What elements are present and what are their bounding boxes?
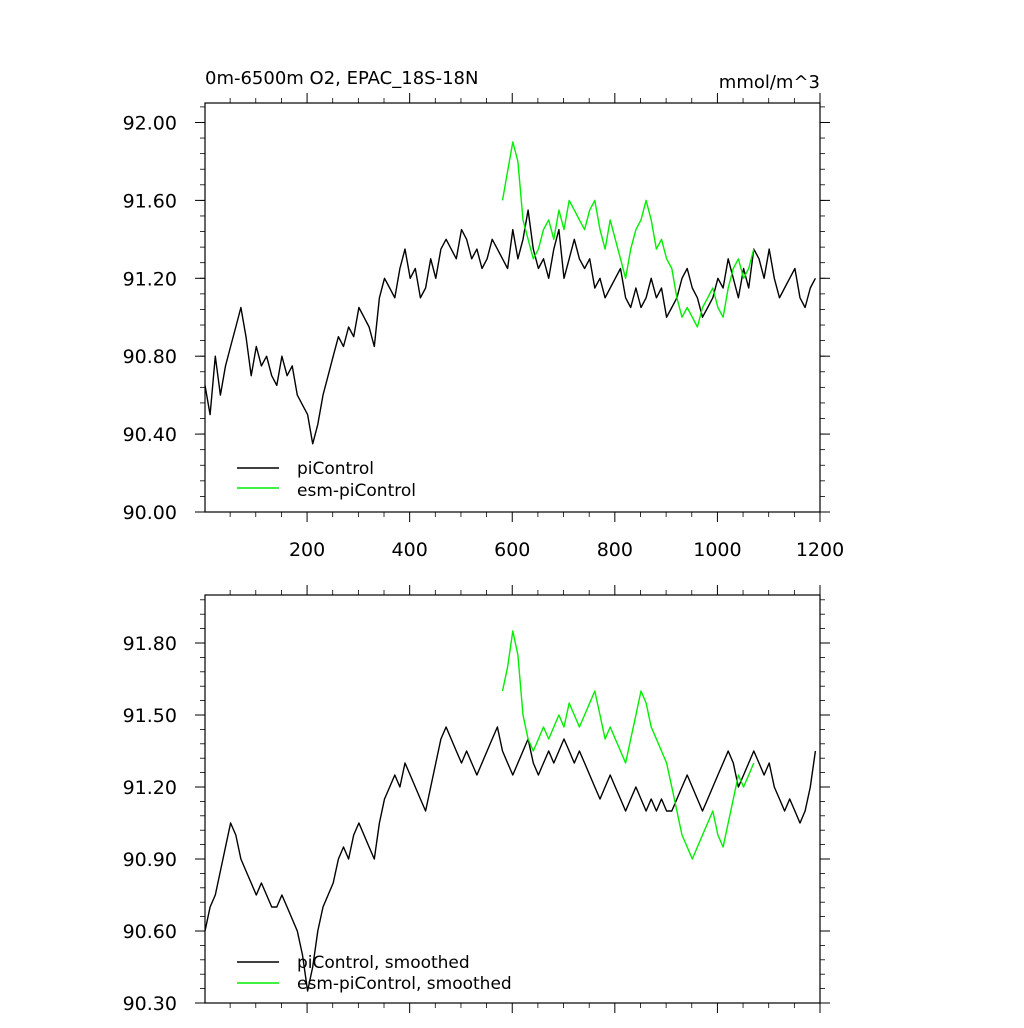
top-plot-frame [204,102,821,513]
y-tick-label: 91.50 [123,705,177,727]
y-tick-label: 90.30 [123,993,177,1015]
y-tick-label: 91.60 [123,190,177,212]
y-tick-label: 90.40 [123,424,177,446]
top-plot-lines [204,141,817,445]
series-line-esm-picontrol-smoothed [501,630,755,860]
bottom-plot-lines [204,630,817,992]
y-tick-label: 91.80 [123,633,177,655]
bottom-ticks: 90.30 90.60 90.90 91.20 91.50 91.80 [123,585,830,1015]
series-line-picontrol [204,209,817,445]
bottom-legend: piControl, smoothed esm-piControl, smoot… [237,953,512,994]
x-tick-label: 400 [392,539,428,561]
legend-label-picontrol-smoothed: piControl, smoothed [297,953,470,973]
top-panel: 0m-6500m O2, EPAC_18S-18N mmol/m^3 90.00… [123,68,845,561]
bottom-panel: 90.30 90.60 90.90 91.20 91.50 91.80 piControl… [123,585,830,1015]
x-tick-label: 600 [494,539,530,561]
bottom-plot-frame [204,594,821,1004]
legend-label-esm-picontrol-smoothed: esm-piControl, smoothed [297,974,512,994]
x-tick-label: 1200 [796,539,844,561]
top-ticks: 90.00 90.40 90.80 91.20 91.60 92.00 200 400 600 8… [123,93,844,561]
plot-frame [204,594,821,1004]
legend-label-picontrol: piControl [297,459,374,479]
top-legend: piControl esm-piControl [237,459,416,501]
y-tick-label: 90.60 [123,921,177,943]
y-tick-label: 91.20 [123,777,177,799]
plot-frame [204,102,821,513]
series-line-picontrol-smoothed [204,726,817,992]
legend-label-esm-picontrol: esm-piControl [297,481,416,501]
series-line-esm-picontrol [501,141,755,328]
top-chart-units: mmol/m^3 [719,72,820,93]
y-tick-label: 90.00 [123,502,177,524]
y-tick-label: 90.80 [123,346,177,368]
x-tick-label: 200 [289,539,325,561]
x-tick-label: 1000 [693,539,741,561]
y-tick-label: 91.20 [123,268,177,290]
x-tick-label: 800 [597,539,633,561]
y-tick-label: 92.00 [123,112,177,134]
top-chart-title: 0m-6500m O2, EPAC_18S-18N [205,68,478,89]
y-tick-label: 90.90 [123,849,177,871]
